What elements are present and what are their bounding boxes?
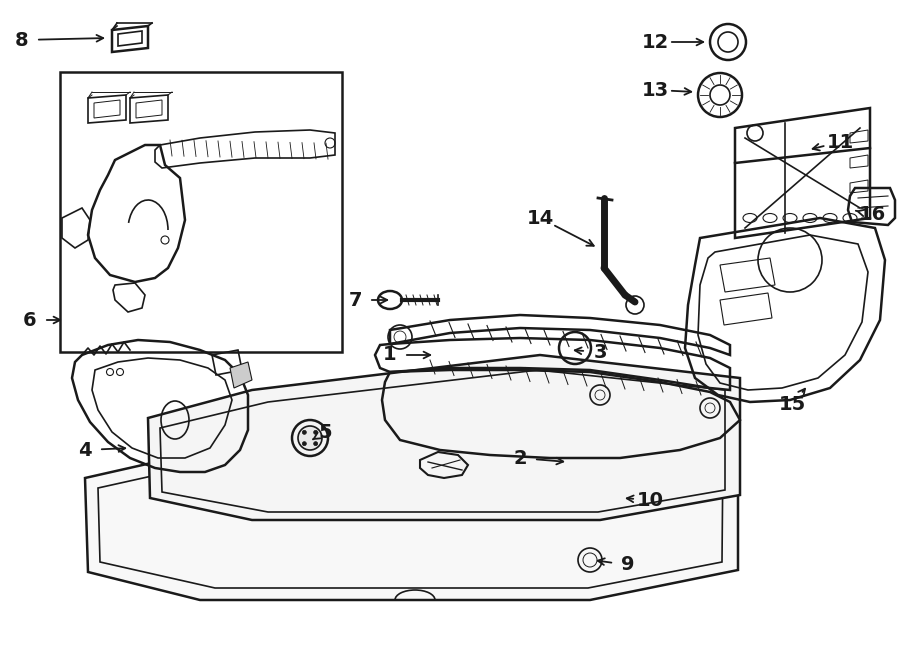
- Text: 10: 10: [636, 490, 663, 510]
- Text: 2: 2: [513, 449, 526, 467]
- Text: 8: 8: [15, 30, 29, 50]
- Circle shape: [302, 430, 306, 434]
- Text: 9: 9: [621, 555, 634, 574]
- Text: 5: 5: [319, 422, 332, 442]
- Text: 15: 15: [778, 395, 806, 414]
- Text: 14: 14: [526, 208, 554, 227]
- Text: 6: 6: [23, 311, 37, 329]
- Text: 3: 3: [593, 342, 607, 362]
- Circle shape: [298, 426, 322, 450]
- Text: 1: 1: [383, 346, 397, 364]
- Text: 7: 7: [348, 290, 362, 309]
- Text: 11: 11: [826, 132, 853, 151]
- Circle shape: [314, 442, 318, 446]
- Circle shape: [302, 442, 306, 446]
- Polygon shape: [230, 362, 252, 388]
- Text: 16: 16: [859, 206, 886, 225]
- Polygon shape: [85, 415, 738, 600]
- Circle shape: [314, 430, 318, 434]
- Text: 4: 4: [78, 440, 92, 459]
- Polygon shape: [148, 355, 740, 520]
- Text: 12: 12: [642, 32, 669, 52]
- Text: 13: 13: [642, 81, 669, 100]
